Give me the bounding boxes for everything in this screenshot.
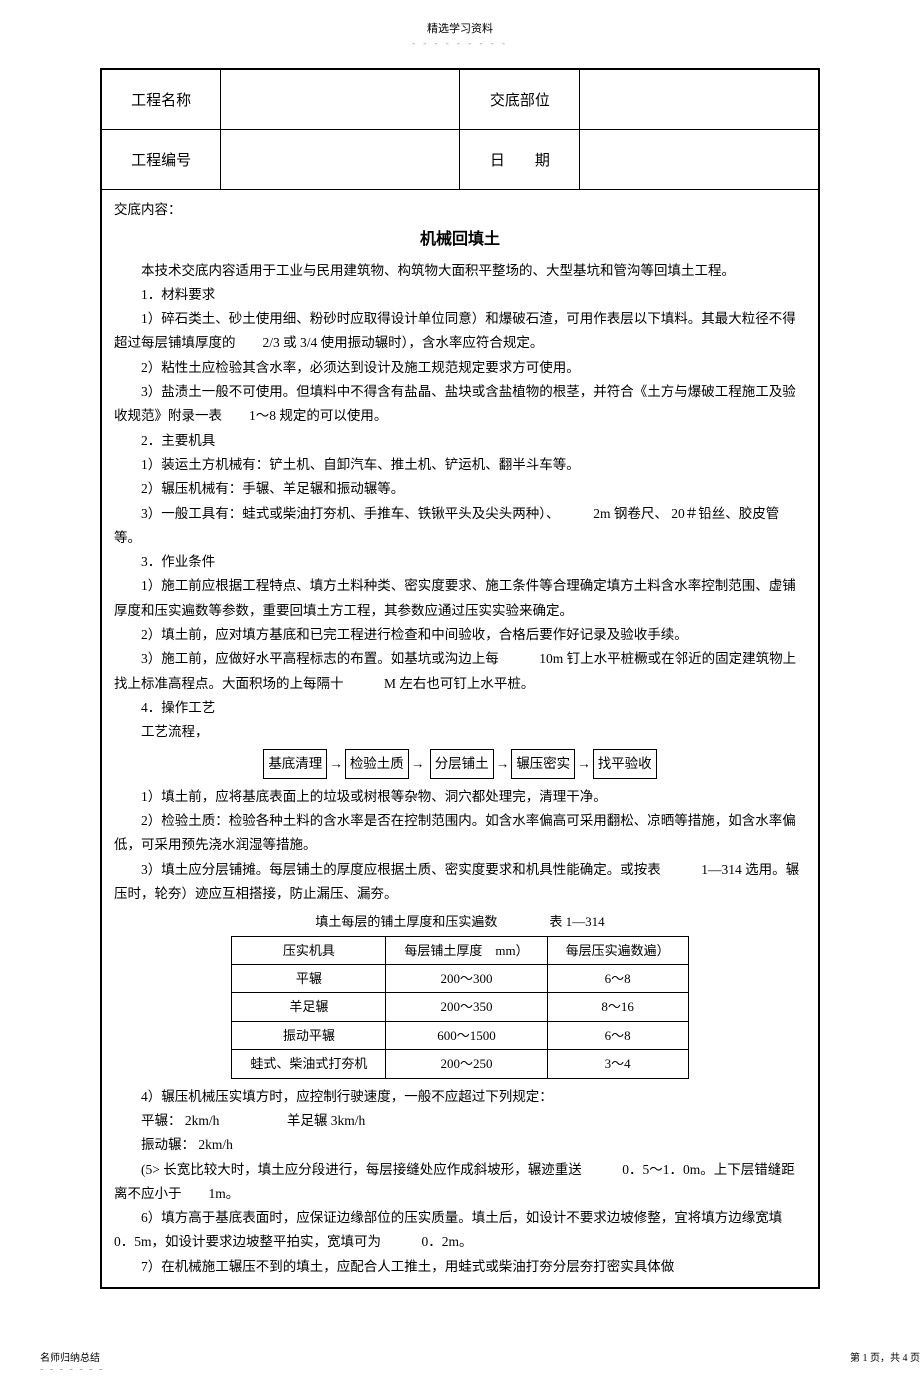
s4-4: 4）辗压机械压实填方时，应控制行驶速度，一般不应超过下列规定： [114, 1085, 806, 1109]
td: 振动平辗 [232, 1021, 386, 1049]
flow-diagram: 基底清理→检验土质→ 分层铺土→辗压密实→找平验收 [114, 749, 806, 779]
td: 200～300 [386, 965, 547, 993]
compaction-table: 压实机具 每层铺土厚度 mm） 每层压实遍数遍） 平辗 200～300 6～8 … [231, 936, 688, 1079]
page-header-label: 精选学习资料 [20, 20, 900, 36]
footer-right: 第 1 页，共 4 页 [850, 1349, 920, 1375]
td: 600～1500 [386, 1021, 547, 1049]
table-row: 平辗 200～300 6～8 [232, 965, 688, 993]
s4-6: 6）填方高于基底表面时，应保证边缘部位的压实质量。填土后，如设计不要求边坡修整，… [114, 1206, 806, 1255]
td: 3～4 [547, 1050, 688, 1078]
td: 8～16 [547, 993, 688, 1021]
s4-sub: 工艺流程， [114, 720, 806, 744]
s4-7: 7）在机械施工辗压不到的填土，应配合人工推土，用蛙式或柴油打夯分层夯打密实具体做 [114, 1255, 806, 1279]
s1-2: 2）粘性土应检验其含水率，必须达到设计及施工规范规定要求方可使用。 [114, 356, 806, 380]
footer-left-text: 名师归纳总结 [40, 1349, 104, 1364]
flow-step-3: 辗压密实 [511, 749, 575, 779]
table-row: 蛙式、柴油式打夯机 200～250 3～4 [232, 1050, 688, 1078]
th-1: 每层铺土厚度 mm） [386, 936, 547, 964]
form-row-2: 工程编号 日 期 [101, 129, 819, 189]
s2-title: 2．主要机具 [114, 429, 806, 453]
flow-step-4: 找平验收 [593, 749, 657, 779]
project-name-label: 工程名称 [101, 69, 221, 129]
inner-table-caption: 填土每层的铺土厚度和压实遍数 表 1—314 [114, 910, 806, 933]
footer-left-dots: - - - - - - - [40, 1364, 104, 1375]
s2-2: 2）辗压机械有：手辗、羊足辗和振动辗等。 [114, 477, 806, 501]
project-code-value [221, 129, 460, 189]
td: 6～8 [547, 1021, 688, 1049]
flow-arrow: → [411, 756, 425, 771]
page-footer: 名师归纳总结 - - - - - - - 第 1 页，共 4 页 [20, 1349, 920, 1375]
disclosure-part-value [580, 69, 819, 129]
content-cell: 交底内容： 机械回填土 本技术交底内容适用于工业与民用建筑物、构筑物大面积平整场… [101, 189, 819, 1288]
s4-title: 4．操作工艺 [114, 696, 806, 720]
form-row-1: 工程名称 交底部位 [101, 69, 819, 129]
project-code-label: 工程编号 [101, 129, 221, 189]
s4-2: 2）检验土质：检验各种土料的含水率是否在控制范围内。如含水率偏高可采用翻松、凉晒… [114, 809, 806, 858]
s1-title: 1．材料要求 [114, 283, 806, 307]
s1-1: 1）碎石类土、砂土使用细、粉砂时应取得设计单位同意）和爆破石渣，可用作表层以下填… [114, 307, 806, 356]
footer-left: 名师归纳总结 - - - - - - - [40, 1349, 104, 1375]
disclosure-part-label: 交底部位 [460, 69, 580, 129]
flow-step-0: 基底清理 [263, 749, 327, 779]
td: 平辗 [232, 965, 386, 993]
s2-3: 3）一般工具有：蛙式或柴油打夯机、手推车、铁锹平头及尖头两种）、 2m 钢卷尺、… [114, 502, 806, 551]
td: 羊足辗 [232, 993, 386, 1021]
s2-1: 1）装运土方机械有：铲土机、自卸汽车、推土机、铲运机、翻半斗车等。 [114, 453, 806, 477]
doc-title: 机械回填土 [114, 226, 806, 255]
s3-3: 3）施工前，应做好水平高程标志的布置。如基坑或沟边上每 10m 钉上水平桩橛或在… [114, 647, 806, 696]
flow-step-2: 分层铺土 [430, 749, 494, 779]
td: 6～8 [547, 965, 688, 993]
flow-arrow: → [496, 756, 510, 771]
s3-1: 1）施工前应根据工程特点、填方土料种类、密实度要求、施工条件等合理确定填方土料含… [114, 574, 806, 623]
th-0: 压实机具 [232, 936, 386, 964]
flow-arrow: → [577, 756, 591, 771]
date-value [580, 129, 819, 189]
table-row: 羊足辗 200～350 8～16 [232, 993, 688, 1021]
s1-3: 3）盐渍土一般不可使用。但填料中不得含有盐晶、盐块或含盐植物的根茎，并符合《土方… [114, 380, 806, 429]
flow-step-1: 检验土质 [345, 749, 409, 779]
s3-title: 3．作业条件 [114, 550, 806, 574]
main-document-table: 工程名称 交底部位 工程编号 日 期 交底内容： 机械回填土 本技术交底内容适用… [100, 68, 820, 1289]
project-name-value [221, 69, 460, 129]
s4-4a: 平辗： 2km/h 羊足辗 3km/h [114, 1109, 806, 1133]
td: 200～350 [386, 993, 547, 1021]
th-2: 每层压实遍数遍） [547, 936, 688, 964]
s4-4b: 振动辗： 2km/h [114, 1133, 806, 1157]
flow-arrow: → [329, 756, 343, 771]
s4-5: (5> 长宽比较大时，填土应分段进行，每层接缝处应作成斜坡形，辗迹重送 0．5～… [114, 1158, 806, 1207]
intro-label: 交底内容： [114, 198, 806, 222]
table-header-row: 压实机具 每层铺土厚度 mm） 每层压实遍数遍） [232, 936, 688, 964]
table-row: 振动平辗 600～1500 6～8 [232, 1021, 688, 1049]
s4-3: 3）填土应分层铺摊。每层铺土的厚度应根据土质、密实度要求和机具性能确定。或按表 … [114, 858, 806, 907]
td: 蛙式、柴油式打夯机 [232, 1050, 386, 1078]
intro-text: 本技术交底内容适用于工业与民用建筑物、构筑物大面积平整场的、大型基坑和管沟等回填… [114, 259, 806, 283]
page-header-dots: - - - - - - - - - [20, 38, 900, 48]
s4-1: 1）填土前，应将基底表面上的垃圾或树根等杂物、洞穴都处理完，清理干净。 [114, 785, 806, 809]
s3-2: 2）填土前，应对填方基底和已完工程进行检查和中间验收，合格后要作好记录及验收手续… [114, 623, 806, 647]
date-label: 日 期 [460, 129, 580, 189]
td: 200～250 [386, 1050, 547, 1078]
